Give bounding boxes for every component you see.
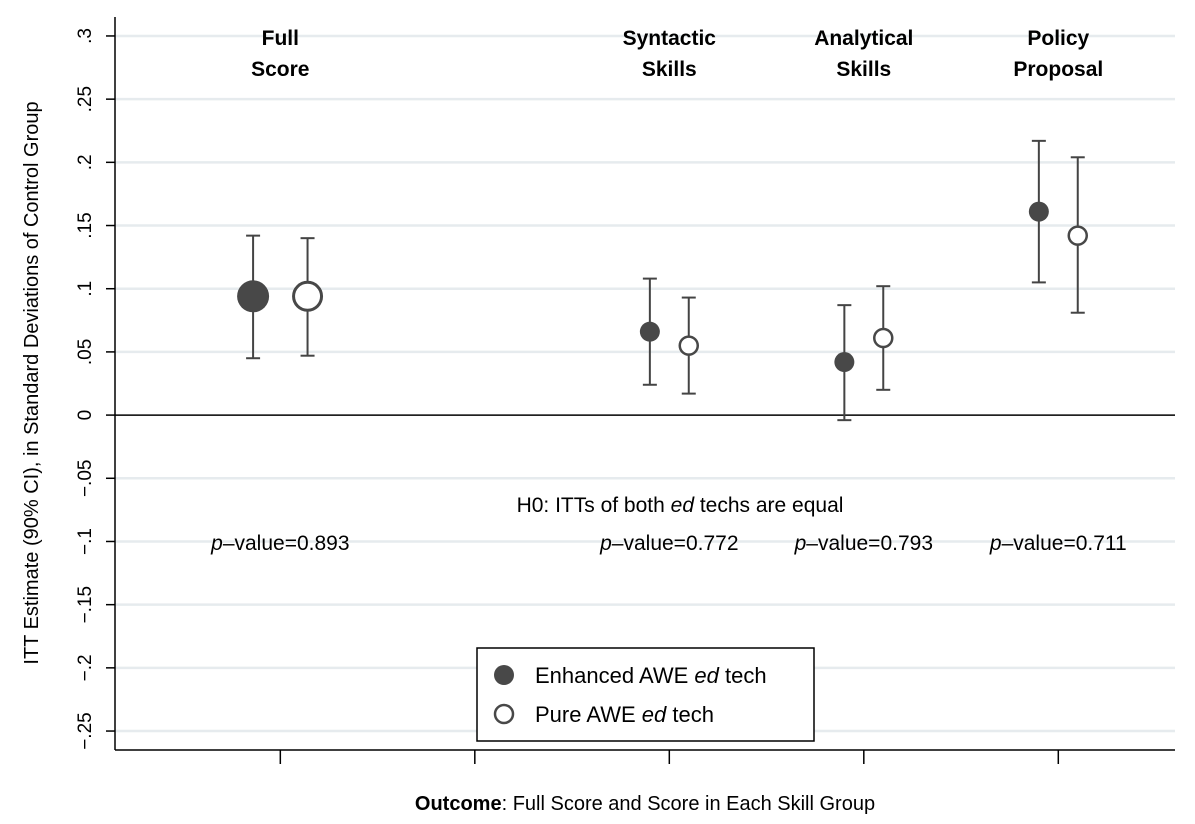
group-label-line-3-0: Policy [1027,27,1089,50]
legend-enhanced-after: tech [719,663,767,688]
p-value-3: p–value=0.711 [989,532,1127,555]
group-labels: Full Score Syntactic Skills Analytical Skills… [251,27,1103,81]
legend-box [476,647,815,742]
p-value-text-3: –value=0.711 [1002,532,1127,555]
series-0-point-0-marker [237,280,270,313]
y-tick-label-4: .1 [75,281,96,297]
y-ticks: .3 .25 .2 .15 .1 .05 0 −.05 −.1 −.15 −.2 −.25 [75,28,115,750]
x-axis-label-rest: : Full Score and Score in Each Skill Gro… [502,793,876,815]
hypothesis-italic: ed [671,494,696,517]
series-1-point-2-marker [873,327,894,349]
group-label-0: Full Score [251,27,309,81]
series-0-point-3-marker [1028,201,1049,222]
group-label-3: Policy Proposal [1013,27,1103,81]
p-value-text-1: –value=0.772 [612,532,739,555]
hypothesis-label: H0: ITTs of both ed techs are equal [517,494,844,517]
legend-pure-after: tech [666,702,714,727]
series-0-point-2-marker [834,352,855,373]
p-value-text-2: –value=0.793 [806,532,933,555]
x-ticks [279,750,1060,764]
p-value-italic-3: p [989,532,1002,555]
group-label-line-1-0: Syntactic [623,27,717,50]
p-values: p–value=0.893 p–value=0.772 p–value=0.793 p… [210,532,1127,555]
y-axis-label: ITT Estimate (90% CI), in Standard Devia… [21,101,43,664]
gridlines [115,34,1175,733]
group-label-line-2-1: Skills [836,58,891,81]
legend-label-pure: Pure AWE ed tech [535,702,714,727]
p-value-italic-0: p [210,532,223,555]
x-axis-label: Outcome: Full Score and Score in Each Sk… [415,793,875,815]
legend-enhanced-italic: ed [694,663,719,688]
p-value-2: p–value=0.793 [794,532,933,555]
group-label-line-3-1: Proposal [1013,58,1103,81]
series-1-point-3-marker [1067,225,1089,246]
group-label-1: Syntactic Skills [623,27,717,81]
legend: Enhanced AWE ed tech Pure AWE ed tech [476,647,815,742]
group-label-line-0-1: Score [251,58,309,81]
hypothesis-before: H0: ITTs of both [517,494,671,517]
y-tick-label-7: −.05 [75,460,96,498]
group-label-line-1-1: Skills [642,58,697,81]
y-tick-label-5: .05 [75,339,96,365]
group-label-line-0-0: Full [262,27,299,50]
y-tick-label-2: .2 [75,154,96,170]
p-value-1: p–value=0.772 [599,532,738,555]
legend-marker-pure [493,703,515,725]
p-value-italic-1: p [599,532,612,555]
p-value-0: p–value=0.893 [210,532,349,555]
y-tick-label-9: −.15 [75,586,96,624]
group-label-line-2-0: Analytical [814,27,913,50]
y-tick-label-6: 0 [75,410,96,421]
group-label-2: Analytical Skills [814,27,913,81]
y-tick-label-8: −.1 [75,528,96,555]
series-1-point-0-marker [292,280,324,312]
series-layer [237,139,1089,422]
legend-marker-enhanced [494,665,514,685]
y-tick-label-1: .25 [75,86,96,112]
y-tick-label-3: .15 [75,212,96,238]
series-0-point-1-marker [639,321,660,342]
legend-enhanced-before: Enhanced AWE [535,663,694,688]
hypothesis-after: techs are equal [694,494,843,517]
y-tick-label-10: −.2 [75,654,96,681]
p-value-text-0: –value=0.893 [223,532,350,555]
legend-label-enhanced: Enhanced AWE ed tech [535,663,767,688]
series-1-point-1-marker [678,335,700,356]
x-axis-label-bold: Outcome [415,793,502,815]
y-tick-label-11: −.25 [75,712,96,750]
p-value-italic-2: p [794,532,807,555]
legend-pure-italic: ed [642,702,667,727]
y-tick-label-0: .3 [75,28,96,44]
legend-pure-before: Pure AWE [535,702,642,727]
